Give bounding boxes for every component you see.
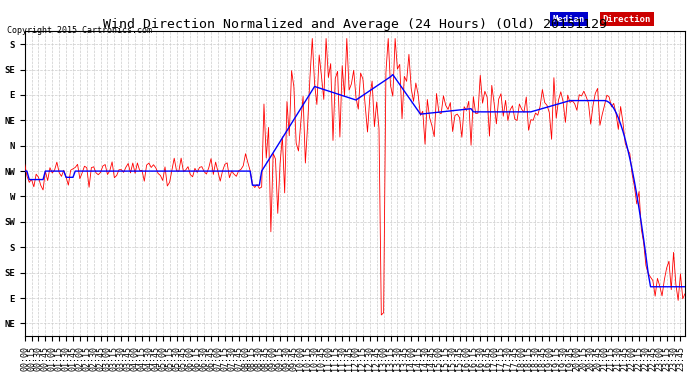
- Text: Median: Median: [553, 15, 585, 24]
- Text: Direction: Direction: [602, 15, 651, 24]
- Text: Copyright 2015 Cartronics.com: Copyright 2015 Cartronics.com: [7, 26, 152, 35]
- Title: Wind Direction Normalized and Average (24 Hours) (Old) 20151129: Wind Direction Normalized and Average (2…: [103, 18, 607, 32]
